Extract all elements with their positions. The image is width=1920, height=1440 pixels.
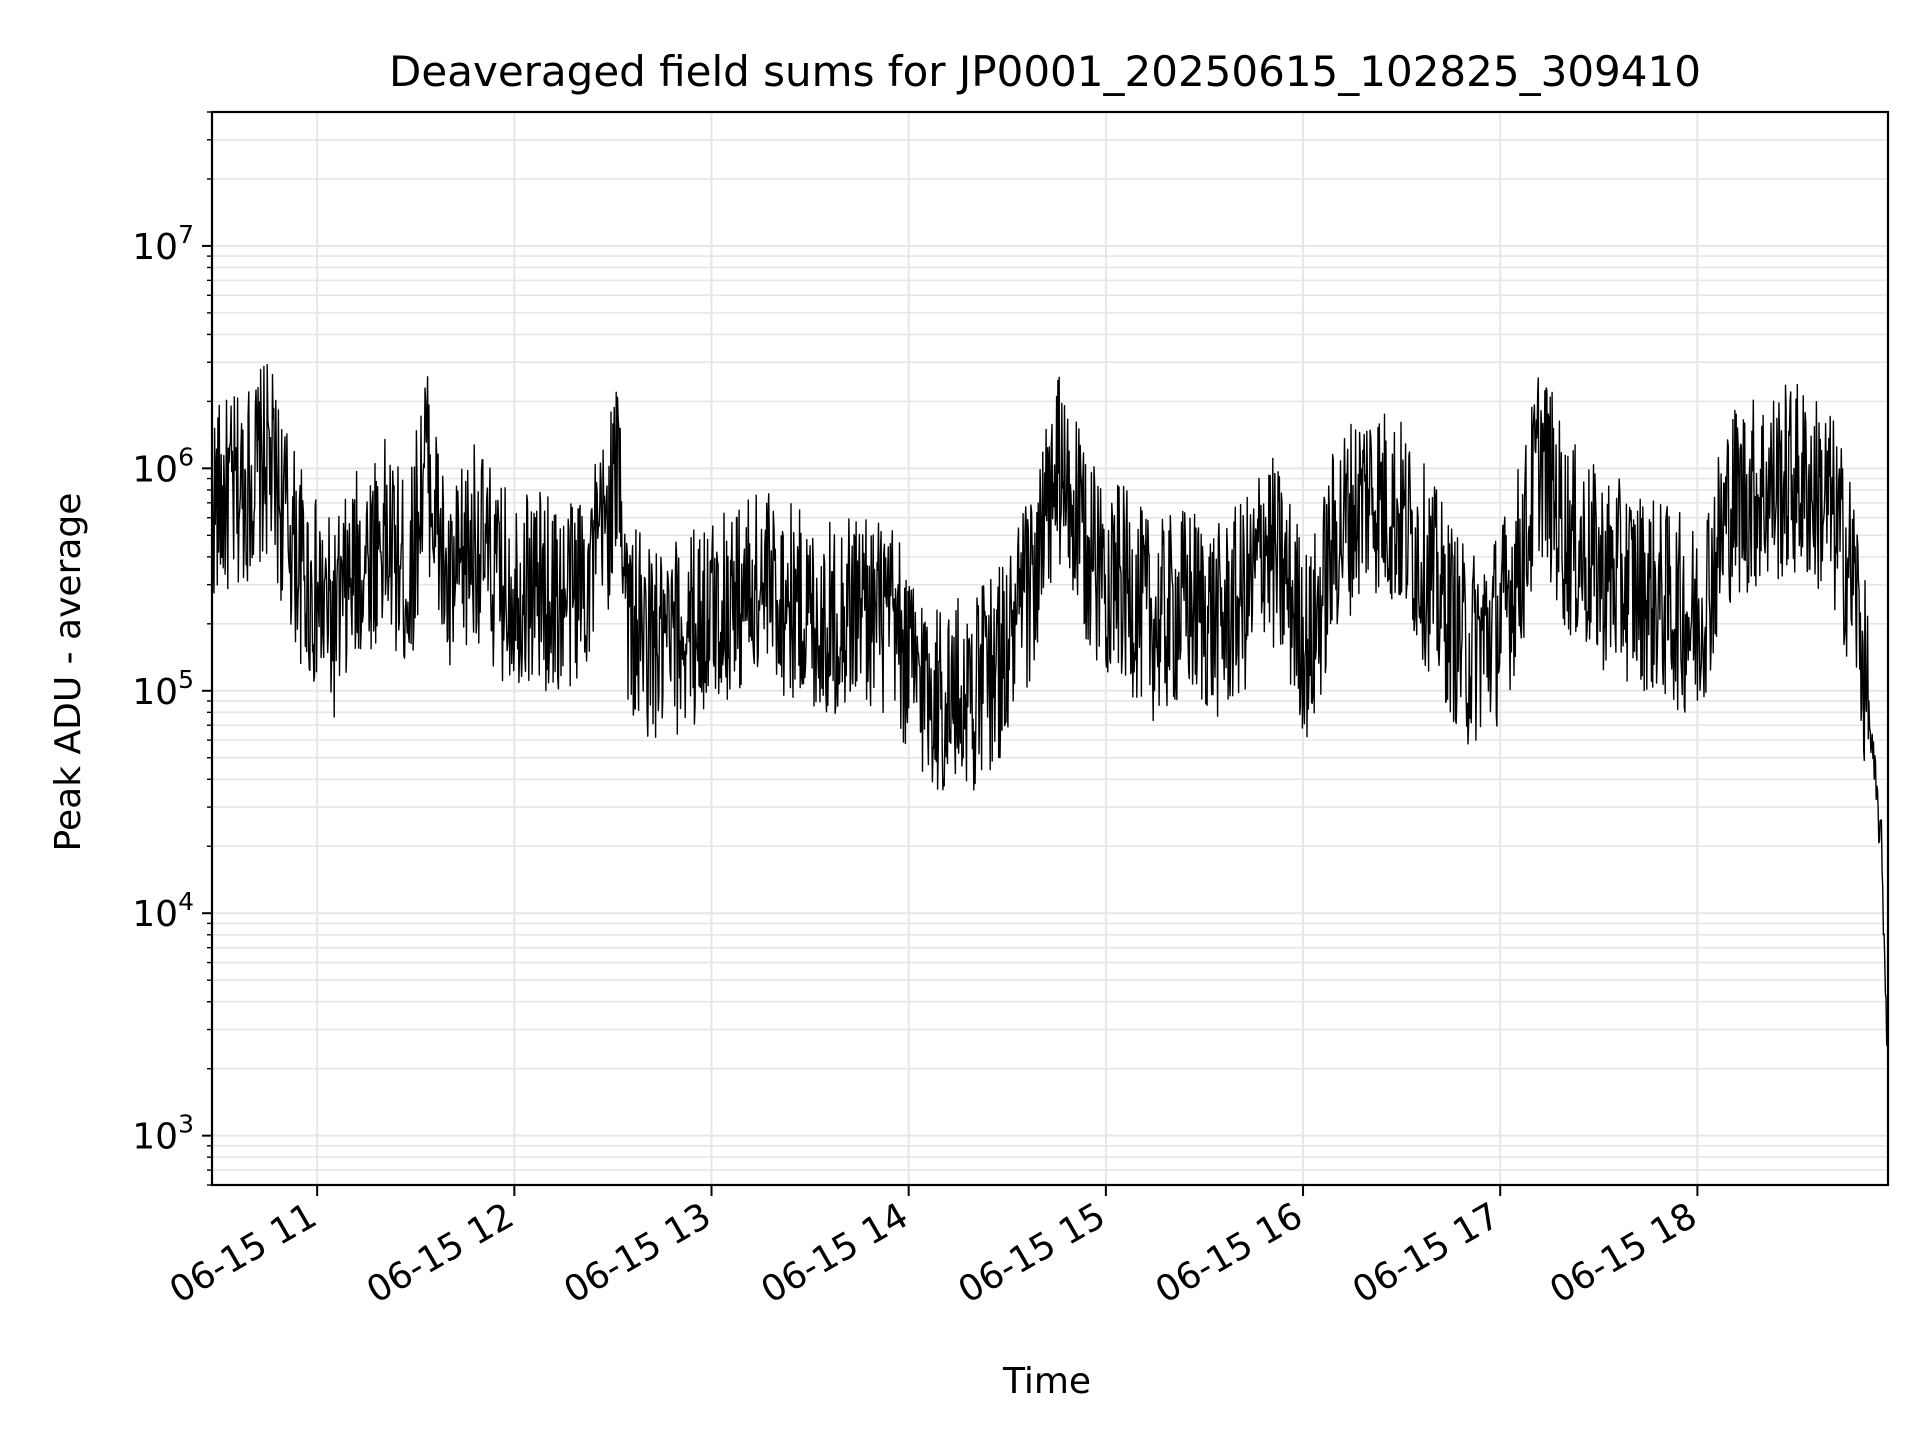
chart-title: Deaveraged field sums for JP0001_2025061… — [389, 47, 1701, 96]
y-tick-label: 105 — [132, 665, 194, 713]
y-tick-label: 106 — [132, 442, 194, 490]
y-tick-label: 103 — [132, 1110, 194, 1158]
y-tick-label: 104 — [132, 887, 194, 935]
plot-frame — [210, 110, 1890, 1187]
series-line — [211, 363, 1889, 1069]
y-axis-ticks: 103 104 105 106 107 — [132, 111, 212, 1186]
y-tick-label: 107 — [132, 220, 194, 268]
x-axis-label: Time — [1002, 1361, 1091, 1402]
y-axis-label: Peak ADU - average — [48, 493, 89, 852]
